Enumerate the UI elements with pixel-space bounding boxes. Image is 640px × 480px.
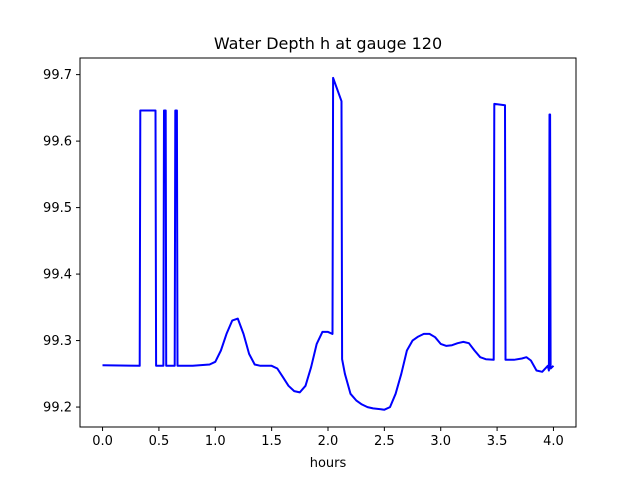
- x-tick-label: 1.5: [261, 434, 282, 449]
- y-tick-label: 99.5: [43, 201, 72, 216]
- series-line-0: [102, 76, 555, 411]
- y-tick-label: 99.4: [43, 268, 72, 283]
- x-axis-label: hours: [310, 456, 347, 471]
- plot-area: [102, 76, 555, 411]
- y-tick-label: 99.6: [43, 135, 72, 150]
- x-axis-ticks: 0.0 0.5 1.0 1.5 2.0 2.5 3.0 3.5 4.0: [92, 427, 564, 449]
- y-tick-label: 99.7: [43, 68, 72, 83]
- x-tick-label: 0.5: [149, 434, 170, 449]
- chart-title: Water Depth h at gauge 120: [214, 34, 442, 53]
- x-tick-label: 3.5: [487, 434, 508, 449]
- axes-frame: [79, 57, 577, 428]
- y-axis-ticks: 99.2 99.3 99.4 99.5 99.6 99.7: [43, 68, 80, 416]
- x-tick-label: 3.0: [430, 434, 451, 449]
- x-tick-label: 2.5: [374, 434, 395, 449]
- x-tick-label: 4.0: [543, 434, 564, 449]
- x-tick-label: 0.0: [92, 434, 113, 449]
- y-tick-label: 99.3: [43, 334, 72, 349]
- x-tick-label: 1.0: [205, 434, 226, 449]
- x-tick-label: 2.0: [318, 434, 339, 449]
- y-tick-label: 99.2: [43, 401, 72, 416]
